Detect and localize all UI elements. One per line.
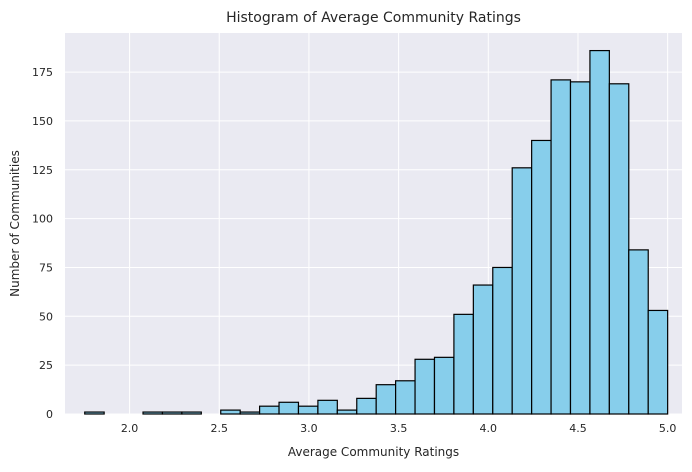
histogram-bar <box>356 397 377 415</box>
histogram-bar <box>647 309 669 415</box>
histogram-bar <box>628 249 649 415</box>
histogram-bar <box>589 49 610 415</box>
y-tick-label: 25 <box>39 359 53 372</box>
x-tick-label: 5.0 <box>659 422 677 435</box>
y-axis-label: Number of Communities <box>8 150 22 297</box>
histogram-bar <box>84 411 105 415</box>
histogram-bar <box>336 409 358 415</box>
y-tick-label: 175 <box>32 66 53 79</box>
x-tick-label: 2.0 <box>121 422 139 435</box>
y-tick-labels: 0 25 50 75 100 125 150 175 <box>32 66 53 421</box>
x-tick-labels: 2.0 2.5 3.0 3.5 4.0 4.5 5.0 <box>121 422 677 435</box>
y-tick-label: 50 <box>39 310 53 323</box>
histogram-bar <box>317 399 338 415</box>
x-tick-label: 3.5 <box>390 422 408 435</box>
histogram-bar <box>414 358 436 415</box>
histogram-bar <box>453 313 474 415</box>
y-tick-label: 100 <box>32 213 53 226</box>
histogram-bar <box>433 356 455 415</box>
histogram-bar <box>569 81 591 415</box>
histogram-bar <box>511 167 533 415</box>
histogram-bars <box>84 49 669 415</box>
histogram-bar <box>220 409 241 415</box>
histogram-bar <box>472 284 494 415</box>
histogram-bar <box>161 411 183 415</box>
y-tick-label: 150 <box>32 115 53 128</box>
histogram-bar <box>550 79 572 415</box>
histogram-bar <box>531 139 552 415</box>
histogram-bar <box>375 384 397 415</box>
histogram-bar <box>278 401 300 415</box>
histogram-bar <box>259 405 280 415</box>
histogram-bar <box>395 380 416 415</box>
y-tick-label: 0 <box>46 408 53 421</box>
y-tick-label: 125 <box>32 164 53 177</box>
x-tick-label: 4.5 <box>569 422 587 435</box>
x-tick-label: 2.5 <box>211 422 229 435</box>
histogram-bar <box>181 411 202 415</box>
histogram-bar <box>239 411 261 415</box>
x-axis-label: Average Community Ratings <box>288 445 459 459</box>
x-tick-label: 3.0 <box>300 422 318 435</box>
histogram-bar <box>297 405 319 415</box>
x-tick-label: 4.0 <box>480 422 498 435</box>
chart-title: Histogram of Average Community Ratings <box>226 10 521 26</box>
y-tick-label: 75 <box>39 261 53 274</box>
histogram-bar <box>142 411 164 415</box>
histogram-bar <box>608 83 630 415</box>
histogram-bar <box>492 266 513 415</box>
